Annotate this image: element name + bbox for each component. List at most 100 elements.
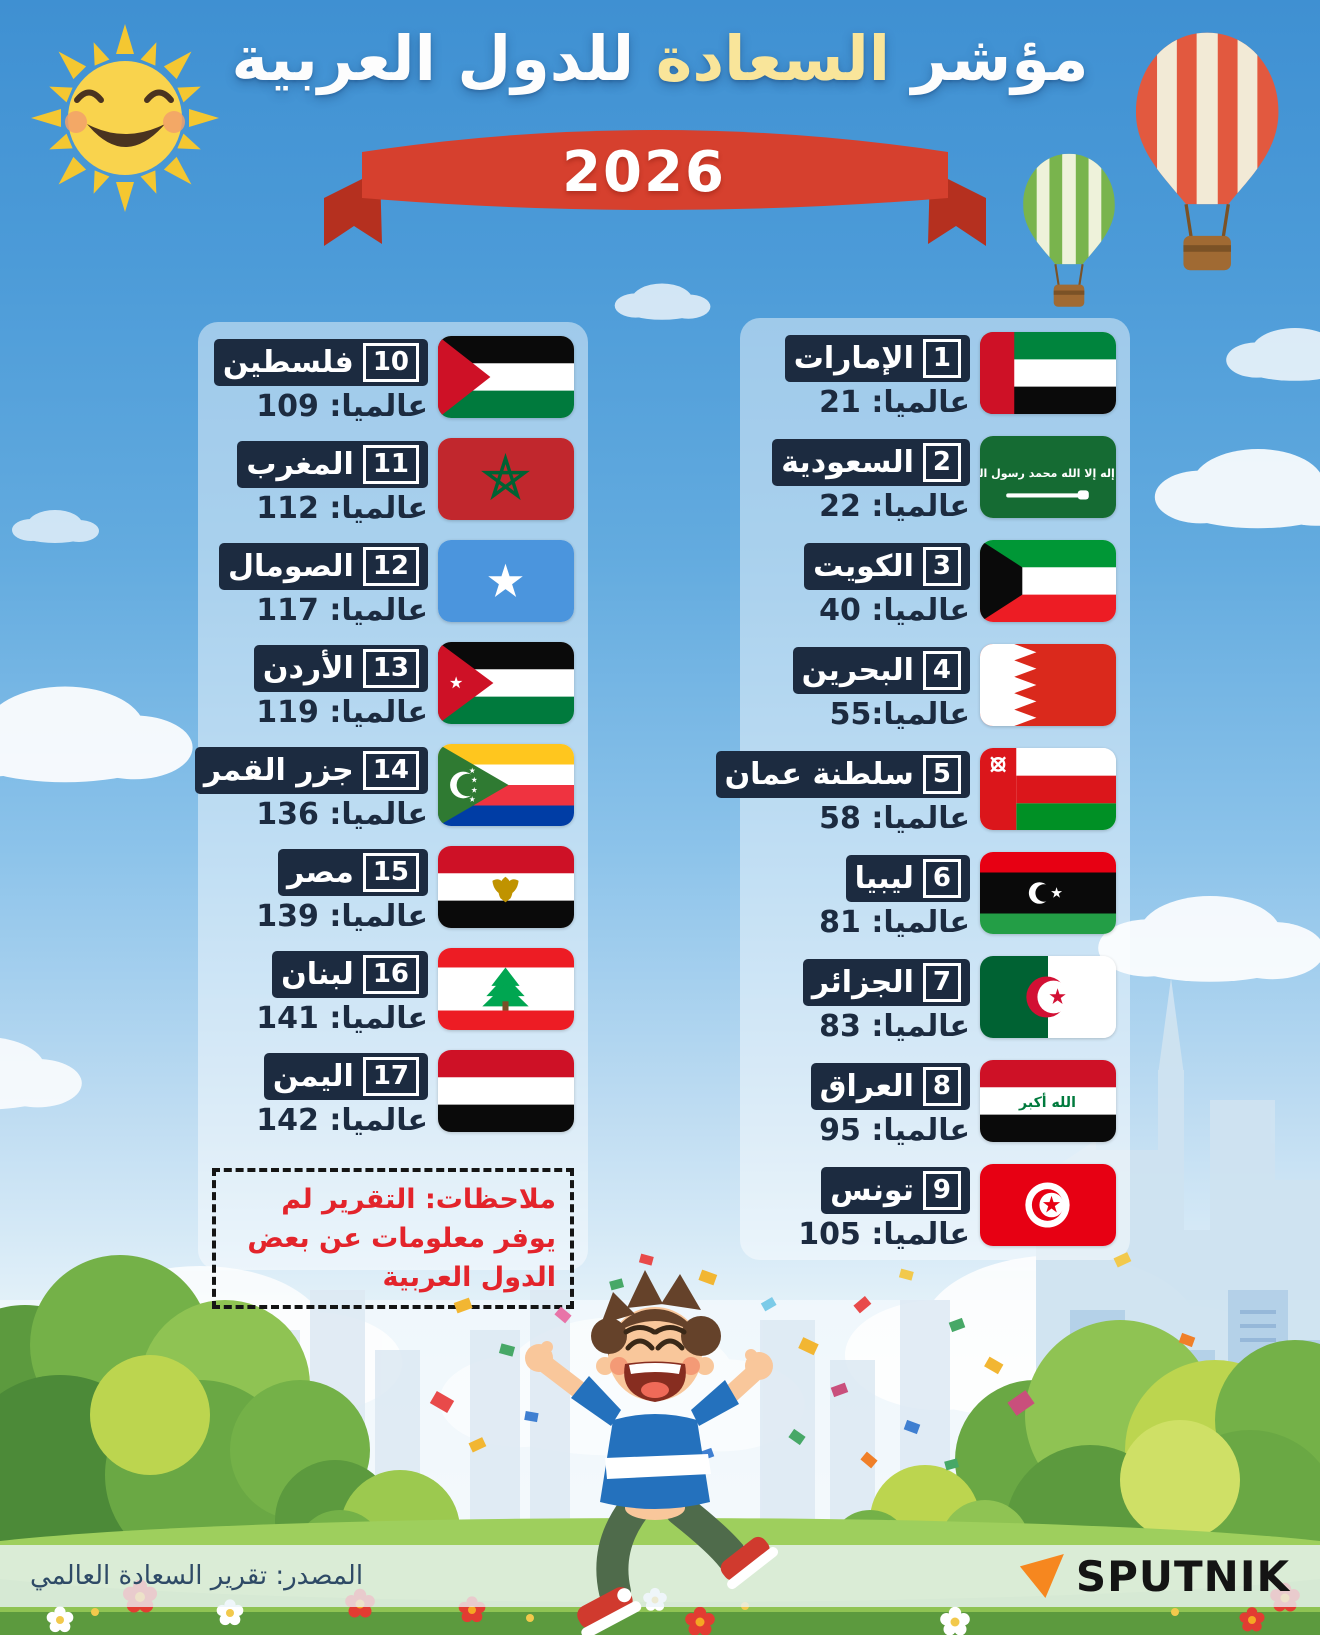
rank-row-uae: 1 الإمارات عالميا: 21: [754, 332, 1116, 420]
lebanon-flag-icon: [438, 948, 574, 1030]
country-name: المغرب: [246, 447, 354, 482]
rank-number: 16: [362, 955, 419, 994]
rank-row-iraq: 8 العراق عالميا: 95: [754, 1060, 1116, 1148]
global-rank: عالميا: 105: [798, 1217, 970, 1252]
rank-row-oman: 5 سلطنة عمان عالميا: 58: [715, 748, 1116, 836]
title-highlight-word: السعادة: [655, 22, 891, 95]
uae-flag-icon: [980, 332, 1116, 414]
yemen-flag-icon: [438, 1050, 574, 1132]
global-rank: عالميا: 83: [819, 1009, 970, 1044]
rank-number: 6: [922, 859, 961, 898]
country-name: الإمارات: [793, 341, 914, 376]
rank-row-kuwait: 3 الكويت عالميا: 40: [754, 540, 1116, 628]
rank-bar: 5 سلطنة عمان: [715, 751, 970, 798]
libya-flag-icon: [980, 852, 1116, 934]
global-rank: عالميا: 119: [256, 695, 428, 730]
rank-number: 3: [922, 547, 961, 586]
ranking-panel-right: 1 الإمارات عالميا: 21 2 السعودية عالميا: 2…: [715, 318, 1130, 1260]
notes-box: ملاحظات: التقرير لم يوفر معلومات عن بعض …: [212, 1168, 574, 1310]
country-name: تونس: [830, 1173, 914, 1208]
rank-bar: 14 جزر القمر: [194, 747, 428, 794]
rank-row-jordan: 13 الأردن عالميا: 119: [212, 642, 574, 730]
saudi-arabia-flag-icon: [980, 436, 1116, 518]
global-rank: عالميا: 81: [819, 905, 970, 940]
hot-air-balloon-green-icon: [1023, 153, 1115, 307]
rank-bar: 17 اليمن: [263, 1053, 428, 1100]
jordan-flag-icon: [438, 642, 574, 724]
rank-bar: 2 السعودية: [772, 439, 970, 486]
ranking-panel-left: 10 فلسطين عالميا: 109 11 المغرب عالميا: 11…: [194, 322, 588, 1310]
rank-row-saudi-arabia: 2 السعودية عالميا: 22: [754, 436, 1116, 524]
country-name: الجزائر: [811, 965, 914, 1000]
global-rank: عالميا: 142: [256, 1103, 428, 1138]
global-rank: عالميا: 139: [256, 899, 428, 934]
rank-bar: 13 الأردن: [253, 645, 428, 692]
country-name: سلطنة عمان: [724, 757, 914, 792]
rank-number: 1: [922, 339, 961, 378]
rank-row-comoros: 14 جزر القمر عالميا: 136: [194, 744, 574, 832]
global-rank: عالميا: 112: [256, 491, 428, 526]
country-name: الأردن: [262, 651, 354, 686]
rank-number: 2: [922, 443, 961, 482]
global-rank: عالميا: 95: [819, 1113, 970, 1148]
global-rank: عالميا: 136: [256, 797, 428, 832]
country-name: العراق: [819, 1069, 914, 1104]
rank-row-tunisia: 9 تونس عالميا: 105: [754, 1164, 1116, 1252]
morocco-flag-icon: [438, 438, 574, 520]
global-rank: عالميا: 109: [256, 389, 428, 424]
rank-number: 15: [362, 853, 419, 892]
title-word: مؤشر: [911, 22, 1089, 95]
kuwait-flag-icon: [980, 540, 1116, 622]
rank-row-palestine: 10 فلسطين عالميا: 109: [212, 336, 574, 424]
iraq-flag-icon: [980, 1060, 1116, 1142]
country-name: البحرين: [801, 653, 914, 688]
rank-bar: 4 البحرين: [792, 647, 970, 694]
global-rank: عالميا: 40: [819, 593, 970, 628]
rank-bar: 1 الإمارات: [784, 335, 970, 382]
rank-bar: 12 الصومال: [219, 543, 428, 590]
somalia-flag-icon: [438, 540, 574, 622]
rank-number: 7: [922, 963, 961, 1002]
oman-flag-icon: [980, 748, 1116, 830]
global-rank: عالميا:55: [829, 697, 970, 732]
tunisia-flag-icon: [980, 1164, 1116, 1246]
rank-number: 9: [922, 1171, 961, 1210]
country-name: السعودية: [781, 445, 914, 480]
sputnik-logo: SPUTNIK: [1019, 1552, 1290, 1601]
rank-bar: 10 فلسطين: [213, 339, 428, 386]
sputnik-arrow-icon: [1019, 1554, 1064, 1598]
rank-row-lebanon: 16 لبنان عالميا: 141: [212, 948, 574, 1036]
palestine-flag-icon: [438, 336, 574, 418]
rank-bar: 8 العراق: [810, 1063, 970, 1110]
bahrain-flag-icon: [980, 644, 1116, 726]
rank-number: 17: [362, 1057, 419, 1096]
rank-row-morocco: 11 المغرب عالميا: 112: [212, 438, 574, 526]
country-name: فلسطين: [222, 345, 354, 380]
rank-row-somalia: 12 الصومال عالميا: 117: [212, 540, 574, 628]
country-name: ليبيا: [854, 861, 914, 896]
rank-row-yemen: 17 اليمن عالميا: 142: [212, 1050, 574, 1138]
rank-number: 8: [922, 1067, 961, 1106]
rank-bar: 9 تونس: [821, 1167, 970, 1214]
algeria-flag-icon: [980, 956, 1116, 1038]
country-name: اليمن: [272, 1059, 354, 1094]
rank-number: 5: [922, 755, 961, 794]
rank-number: 13: [362, 649, 419, 688]
rank-row-libya: 6 ليبيا عالميا: 81: [754, 852, 1116, 940]
global-rank: عالميا: 58: [819, 801, 970, 836]
source-label: المصدر: تقرير السعادة العالمي: [30, 1561, 364, 1591]
country-name: الكويت: [813, 549, 914, 584]
global-rank: عالميا: 141: [256, 1001, 428, 1036]
title-word: للدول العربية: [231, 22, 635, 95]
source-band: المصدر: تقرير السعادة العالمي SPUTNIK: [0, 1545, 1320, 1607]
rank-bar: 15 مصر: [278, 849, 428, 896]
country-name: الصومال: [228, 549, 354, 584]
rank-row-algeria: 7 الجزائر عالميا: 83: [754, 956, 1116, 1044]
rank-number: 4: [922, 651, 961, 690]
country-name: مصر: [287, 855, 354, 890]
rank-bar: 3 الكويت: [804, 543, 970, 590]
rank-row-bahrain: 4 البحرين عالميا:55: [754, 644, 1116, 732]
global-rank: عالميا: 22: [819, 489, 970, 524]
ribbon-year: 2026: [562, 140, 726, 205]
